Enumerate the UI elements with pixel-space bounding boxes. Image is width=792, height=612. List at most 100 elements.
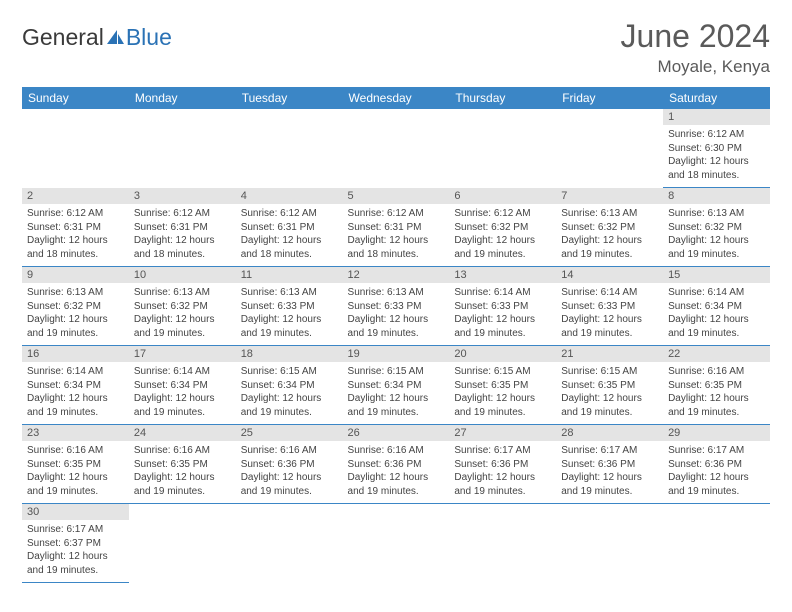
day-number: 11: [236, 267, 343, 284]
day-content: Sunrise: 6:17 AMSunset: 6:36 PMDaylight:…: [663, 441, 770, 503]
day-number: 28: [556, 425, 663, 442]
day-content: Sunrise: 6:17 AMSunset: 6:36 PMDaylight:…: [449, 441, 556, 503]
day-content: Sunrise: 6:12 AMSunset: 6:31 PMDaylight:…: [129, 204, 236, 266]
day-number: 2: [22, 188, 129, 205]
day-number: 14: [556, 267, 663, 284]
day-cell: Sunrise: 6:14 AMSunset: 6:34 PMDaylight:…: [22, 362, 129, 425]
empty-day: [343, 520, 450, 583]
day-content: Sunrise: 6:17 AMSunset: 6:36 PMDaylight:…: [556, 441, 663, 503]
day-number: [449, 109, 556, 125]
day-number: 16: [22, 346, 129, 363]
day-cell: Sunrise: 6:14 AMSunset: 6:34 PMDaylight:…: [129, 362, 236, 425]
day-number: [236, 109, 343, 125]
day-cell: Sunrise: 6:14 AMSunset: 6:33 PMDaylight:…: [449, 283, 556, 346]
day-cell: Sunrise: 6:16 AMSunset: 6:35 PMDaylight:…: [663, 362, 770, 425]
day-number: [22, 109, 129, 125]
day-cell: Sunrise: 6:16 AMSunset: 6:35 PMDaylight:…: [22, 441, 129, 504]
day-cell: Sunrise: 6:17 AMSunset: 6:37 PMDaylight:…: [22, 520, 129, 583]
day-number: 8: [663, 188, 770, 205]
day-number: [129, 109, 236, 125]
empty-day: [449, 520, 556, 583]
empty-day: [129, 520, 236, 583]
day-cell: Sunrise: 6:16 AMSunset: 6:36 PMDaylight:…: [343, 441, 450, 504]
day-number: 5: [343, 188, 450, 205]
day-content: Sunrise: 6:14 AMSunset: 6:34 PMDaylight:…: [663, 283, 770, 345]
day-content: Sunrise: 6:14 AMSunset: 6:34 PMDaylight:…: [22, 362, 129, 424]
day-content: Sunrise: 6:15 AMSunset: 6:34 PMDaylight:…: [343, 362, 450, 424]
day-content: Sunrise: 6:14 AMSunset: 6:34 PMDaylight:…: [129, 362, 236, 424]
day-number: 9: [22, 267, 129, 284]
day-number: 29: [663, 425, 770, 442]
day-content: Sunrise: 6:13 AMSunset: 6:32 PMDaylight:…: [129, 283, 236, 345]
day-number: 24: [129, 425, 236, 442]
day-content: Sunrise: 6:13 AMSunset: 6:32 PMDaylight:…: [22, 283, 129, 345]
day-number: 27: [449, 425, 556, 442]
day-cell: Sunrise: 6:17 AMSunset: 6:36 PMDaylight:…: [556, 441, 663, 504]
day-cell: Sunrise: 6:12 AMSunset: 6:31 PMDaylight:…: [129, 204, 236, 267]
title-block: June 2024 Moyale, Kenya: [621, 18, 770, 77]
empty-day: [556, 125, 663, 188]
weekday-header: Thursday: [449, 87, 556, 109]
empty-day: [236, 125, 343, 188]
day-content: Sunrise: 6:12 AMSunset: 6:32 PMDaylight:…: [449, 204, 556, 266]
day-cell: Sunrise: 6:12 AMSunset: 6:30 PMDaylight:…: [663, 125, 770, 188]
day-number: [236, 504, 343, 521]
empty-day: [343, 125, 450, 188]
empty-day: [129, 125, 236, 188]
day-cell: Sunrise: 6:13 AMSunset: 6:32 PMDaylight:…: [663, 204, 770, 267]
day-number: [129, 504, 236, 521]
brand-logo: General Blue: [22, 18, 172, 51]
day-number: 26: [343, 425, 450, 442]
day-cell: Sunrise: 6:12 AMSunset: 6:31 PMDaylight:…: [343, 204, 450, 267]
day-content: Sunrise: 6:13 AMSunset: 6:32 PMDaylight:…: [556, 204, 663, 266]
location-label: Moyale, Kenya: [621, 57, 770, 77]
day-cell: Sunrise: 6:12 AMSunset: 6:31 PMDaylight:…: [236, 204, 343, 267]
day-cell: Sunrise: 6:16 AMSunset: 6:35 PMDaylight:…: [129, 441, 236, 504]
day-number: 20: [449, 346, 556, 363]
day-number: [663, 504, 770, 521]
brand-name-part1: General: [22, 24, 104, 51]
day-content: Sunrise: 6:12 AMSunset: 6:30 PMDaylight:…: [663, 125, 770, 187]
day-number: 19: [343, 346, 450, 363]
empty-day: [22, 125, 129, 188]
day-number: 4: [236, 188, 343, 205]
empty-day: [663, 520, 770, 583]
day-content: Sunrise: 6:14 AMSunset: 6:33 PMDaylight:…: [556, 283, 663, 345]
calendar-table: SundayMondayTuesdayWednesdayThursdayFrid…: [22, 87, 770, 583]
day-cell: Sunrise: 6:13 AMSunset: 6:33 PMDaylight:…: [343, 283, 450, 346]
brand-name-part2: Blue: [126, 24, 172, 51]
day-content: Sunrise: 6:13 AMSunset: 6:32 PMDaylight:…: [663, 204, 770, 266]
weekday-header-row: SundayMondayTuesdayWednesdayThursdayFrid…: [22, 87, 770, 109]
day-content: Sunrise: 6:16 AMSunset: 6:36 PMDaylight:…: [236, 441, 343, 503]
day-content: Sunrise: 6:13 AMSunset: 6:33 PMDaylight:…: [343, 283, 450, 345]
day-number: 6: [449, 188, 556, 205]
day-content: Sunrise: 6:12 AMSunset: 6:31 PMDaylight:…: [22, 204, 129, 266]
day-number: 13: [449, 267, 556, 284]
day-number: 25: [236, 425, 343, 442]
day-number: 7: [556, 188, 663, 205]
day-content: Sunrise: 6:17 AMSunset: 6:37 PMDaylight:…: [22, 520, 129, 582]
day-content: Sunrise: 6:12 AMSunset: 6:31 PMDaylight:…: [343, 204, 450, 266]
sail-icon: [105, 25, 125, 52]
day-number: [556, 504, 663, 521]
day-content: Sunrise: 6:16 AMSunset: 6:35 PMDaylight:…: [663, 362, 770, 424]
empty-day: [449, 125, 556, 188]
day-number: 23: [22, 425, 129, 442]
day-cell: Sunrise: 6:15 AMSunset: 6:35 PMDaylight:…: [449, 362, 556, 425]
weekday-header: Sunday: [22, 87, 129, 109]
day-number: 22: [663, 346, 770, 363]
page-header: General Blue June 2024 Moyale, Kenya: [22, 18, 770, 77]
day-cell: Sunrise: 6:15 AMSunset: 6:34 PMDaylight:…: [236, 362, 343, 425]
day-content: Sunrise: 6:15 AMSunset: 6:34 PMDaylight:…: [236, 362, 343, 424]
day-cell: Sunrise: 6:13 AMSunset: 6:32 PMDaylight:…: [129, 283, 236, 346]
day-number: 30: [22, 504, 129, 521]
day-content: Sunrise: 6:12 AMSunset: 6:31 PMDaylight:…: [236, 204, 343, 266]
day-cell: Sunrise: 6:15 AMSunset: 6:35 PMDaylight:…: [556, 362, 663, 425]
day-cell: Sunrise: 6:14 AMSunset: 6:33 PMDaylight:…: [556, 283, 663, 346]
day-content: Sunrise: 6:13 AMSunset: 6:33 PMDaylight:…: [236, 283, 343, 345]
day-cell: Sunrise: 6:13 AMSunset: 6:32 PMDaylight:…: [556, 204, 663, 267]
weekday-header: Saturday: [663, 87, 770, 109]
day-number: 1: [663, 109, 770, 125]
day-number: 21: [556, 346, 663, 363]
day-content: Sunrise: 6:16 AMSunset: 6:36 PMDaylight:…: [343, 441, 450, 503]
